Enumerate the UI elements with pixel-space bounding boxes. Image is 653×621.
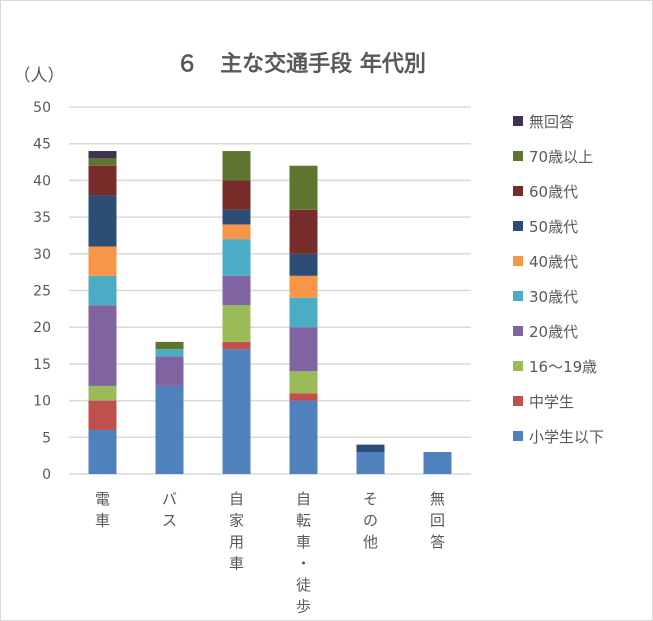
legend-swatch [513,326,523,336]
y-tick-label: 15 [33,357,51,373]
legend-swatch [513,221,523,231]
bar-segment [289,327,318,372]
bar-segment [155,341,184,350]
legend-swatch [513,396,523,406]
legend-swatch [513,116,523,126]
legend-swatch [513,361,523,371]
bar-segment [88,195,117,247]
x-tick-label: バス [162,490,177,530]
y-tick-label: 35 [33,210,51,226]
bar-segment [88,400,117,430]
legend-label: 16～19歳 [529,358,597,376]
y-tick-label: 25 [33,284,51,300]
bar-segment [222,209,251,225]
legend-swatch [513,431,523,441]
legend-swatch [513,256,523,266]
bar-segment [356,444,385,452]
bar-segment [88,305,117,386]
bar-segment [88,275,117,306]
legend-swatch [513,291,523,301]
y-tick-label: 20 [33,320,51,336]
legend-label: 60歳代 [529,183,578,201]
legend-label: 中学生 [529,393,574,411]
bar-segment [222,305,251,342]
bar-segment [88,158,117,166]
bar-segment [222,275,251,306]
bar-segment [289,393,318,401]
bar-segment [289,275,318,298]
bar-segment [88,151,117,159]
bar-segment [289,165,318,210]
x-tick-label: 自転車・徒歩 [296,490,311,616]
chart-title: ６ 主な交通手段 年代別 [176,51,426,77]
y-tick-label: 50 [33,100,51,116]
bar-segment [88,429,117,474]
legend-label: 30歳代 [529,288,578,306]
bar-segment [155,385,184,474]
y-tick-label: 5 [42,430,51,446]
bar-segment [289,371,318,394]
bar-segment [289,400,318,474]
bar-segment [88,246,117,276]
y-tick-label: 45 [33,137,51,153]
bar-segment [222,341,251,350]
bar-segment [155,356,184,386]
legend-label: 小学生以下 [529,428,604,446]
bar-segment [289,209,318,254]
x-tick-label: 自家用車 [229,490,244,573]
x-tick-label: 無回答 [430,490,445,551]
legend-label: 無回答 [529,113,574,131]
x-tick-label: その他 [363,490,378,551]
legend-label: 50歳代 [529,218,578,236]
legend-swatch [513,151,523,161]
bar-segment [289,253,318,276]
bar-segment [289,297,318,328]
bar-segment [423,451,452,474]
bar-segment [88,165,117,196]
bar-segment [155,349,184,357]
legend-swatch [513,186,523,196]
legend-label: 70歳以上 [529,148,593,166]
bar-segment [88,385,117,401]
y-axis-label: （人） [14,66,65,86]
bar-segment [222,151,251,181]
x-tick-label: 電車 [95,490,110,530]
bar-segment [222,239,251,276]
y-tick-label: 0 [42,467,51,483]
y-tick-label: 30 [33,247,51,263]
legend-label: 20歳代 [529,323,578,341]
y-tick-label: 40 [33,173,51,189]
y-tick-label: 10 [33,394,51,410]
bar-segment [222,224,251,240]
legend-label: 40歳代 [529,253,578,271]
bar-segment [222,180,251,210]
bar-segment [356,451,385,474]
bar-segment [222,349,251,474]
